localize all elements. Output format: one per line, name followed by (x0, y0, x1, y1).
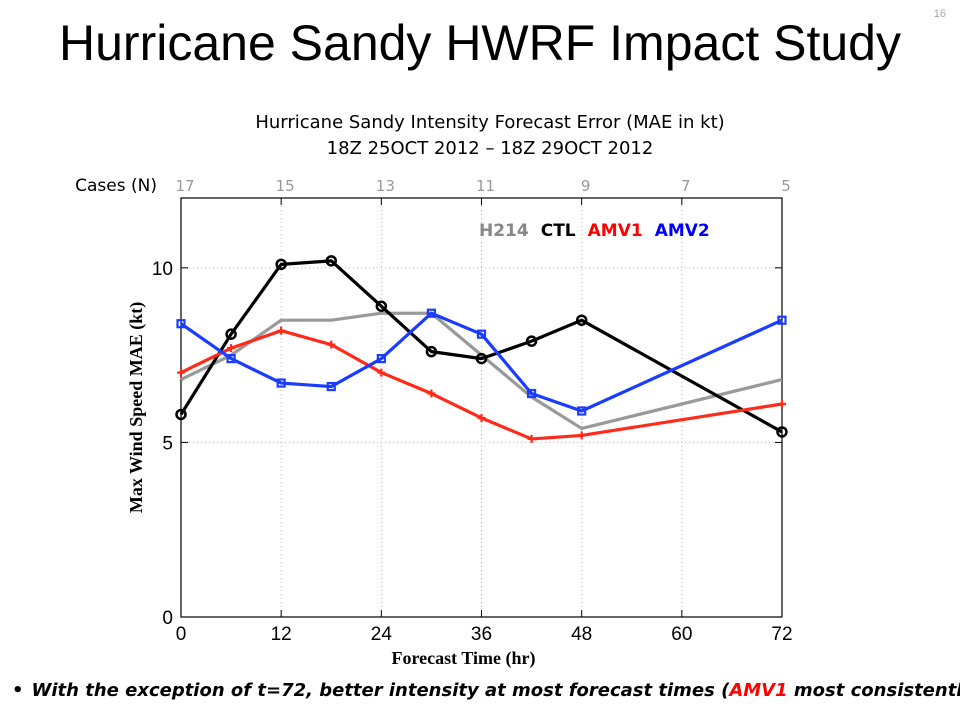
data-point-amv1 (227, 344, 236, 353)
x-tick-label: 48 (571, 624, 592, 645)
case-count: 13 (376, 177, 395, 195)
x-tick-label: 72 (771, 624, 792, 645)
x-tick-label: 0 (176, 624, 187, 645)
data-point-amv2 (326, 381, 336, 392)
data-point-amv1 (327, 340, 336, 349)
case-count: 11 (476, 177, 495, 195)
data-point-amv1 (177, 368, 185, 377)
series-line-amv1 (180, 329, 783, 441)
chart-title: Hurricane Sandy Intensity Forecast Error… (255, 112, 725, 133)
bullet-text-after: most consistently) (793, 680, 960, 701)
x-axis-label: Forecast Time (hr) (392, 648, 536, 669)
data-point-ctl (175, 408, 187, 421)
data-point-amv1 (377, 368, 386, 377)
data-point-amv2 (226, 354, 236, 364)
case-count: 17 (175, 177, 194, 195)
series-line-ctl (179, 259, 783, 434)
data-point-amv2 (426, 308, 437, 318)
data-point-ctl (375, 300, 388, 312)
legend-entry-amv1: AMV1 (588, 221, 643, 241)
data-point-amv2 (376, 354, 386, 364)
data-point-amv1 (577, 431, 586, 440)
data-point-amv1 (277, 326, 286, 335)
data-point-amv1 (427, 389, 436, 398)
bullet-note: • With the exception of t=72, better inte… (12, 680, 960, 701)
bullet-amv1-highlight: AMV1 (729, 680, 788, 701)
data-point-amv1 (527, 434, 536, 443)
legend-entry-h214: H214 (479, 221, 529, 241)
data-point-ctl (275, 258, 287, 271)
y-tick-label: 0 (162, 608, 173, 629)
data-point-amv2 (777, 315, 787, 325)
case-count: 15 (276, 177, 295, 195)
x-tick-label: 24 (371, 624, 393, 645)
x-tick-label: 36 (471, 624, 492, 645)
slide-number: 16 (933, 8, 946, 20)
data-point-amv2 (176, 319, 186, 329)
data-point-amv1 (778, 400, 786, 409)
case-count: 7 (681, 177, 691, 195)
case-count: 9 (581, 177, 591, 195)
data-point-ctl (475, 352, 488, 365)
case-count: 5 (781, 177, 791, 195)
line-chart: 0 12 24 36 48 60 72 0 5 10 Forecast Time (hr) Max W… (75, 176, 792, 669)
x-tick-label: 60 (671, 624, 692, 645)
chart-subtitle: 18Z 25OCT 2012 – 18Z 29OCT 2012 (326, 138, 654, 159)
x-tick-label: 12 (271, 624, 292, 645)
data-point-ctl (225, 328, 237, 340)
y-tick-label: 5 (162, 433, 173, 454)
data-point-ctl (575, 314, 588, 326)
data-point-ctl (776, 426, 788, 438)
y-axis-label: Max Wind Speed MAE (kt) (126, 302, 147, 513)
bullet-text-before: With the exception of t=72, better inten… (31, 680, 730, 701)
y-tick-label: 10 (152, 259, 173, 280)
data-point-ctl (325, 255, 337, 267)
data-point-amv2 (476, 329, 487, 339)
bullet-dot: • (12, 680, 24, 701)
data-point-amv2 (577, 406, 587, 416)
cases-label: Cases (N) (75, 176, 157, 196)
legend-entry-amv2: AMV2 (655, 221, 710, 241)
data-point-amv1 (477, 413, 486, 422)
data-point-amv2 (276, 378, 286, 388)
series-line-amv2 (180, 311, 783, 413)
series-line-h214 (180, 311, 783, 431)
data-point-ctl (425, 345, 438, 358)
slide-title: Hurricane Sandy HWRF Impact Study (59, 15, 901, 71)
data-point-ctl (525, 335, 538, 347)
legend-entry-ctl: CTL (541, 221, 576, 241)
data-point-amv2 (526, 388, 537, 399)
